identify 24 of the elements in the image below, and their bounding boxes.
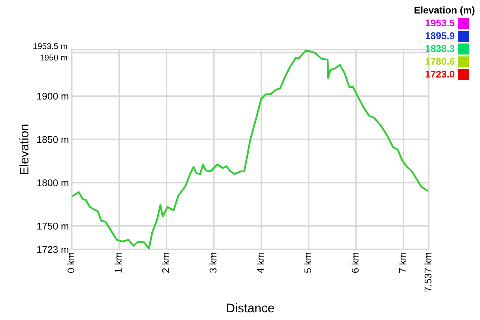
x-tick-label: 1 km [114, 253, 122, 273]
y-axis-title: Elevation [20, 124, 29, 174]
x-tick-label: 5 km [304, 253, 312, 274]
x-tick-label: 7 km [399, 253, 406, 273]
color-bar-label: 1953.5 [426, 20, 455, 27]
x-tick-label: 7.537 km [424, 253, 432, 292]
x-tick-label: 3 km [210, 253, 217, 274]
x-axis-title: Distance [227, 303, 274, 313]
x-tick-label: 0 km [67, 253, 75, 274]
color-bar-title: Elevation (m) [414, 6, 475, 16]
x-tick-label: 4 km [256, 253, 264, 274]
x-tick-label: 6 km [352, 253, 359, 273]
y-tick-label: 1900 m [38, 93, 69, 100]
y-tick-label: 1800 m [38, 180, 69, 187]
y-tick-label: 1850 m [38, 136, 69, 144]
color-bar-label: 1838.3 [426, 45, 455, 52]
y-tick-label: 1950 m [40, 54, 68, 61]
y-tick-label: 1750 m [38, 222, 69, 230]
color-bar-label: 1780.6 [426, 58, 455, 66]
color-bar-label: 1895.9 [426, 32, 455, 40]
y-tick-label: 1953.5 m [34, 43, 68, 50]
y-tick-label: 1723 m [38, 246, 69, 254]
x-tick-label: 2 km [162, 253, 170, 273]
color-bar-label: 1723.0 [426, 70, 455, 78]
